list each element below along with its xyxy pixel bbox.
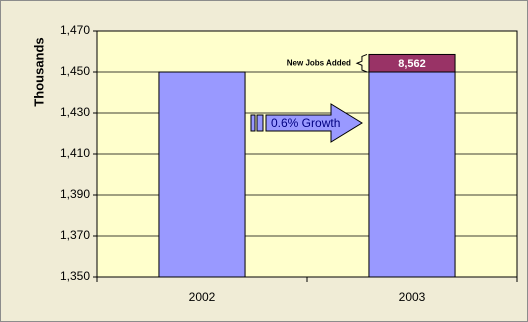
y-tick-label: 1,430 bbox=[60, 105, 90, 119]
y-tick-label: 1,450 bbox=[60, 64, 90, 78]
y-tick-label: 1,390 bbox=[60, 187, 90, 201]
y-tick-label: 1,470 bbox=[60, 23, 90, 37]
bar bbox=[158, 71, 246, 278]
arrow-tail bbox=[256, 114, 264, 132]
x-tick-label: 2002 bbox=[189, 290, 216, 304]
x-tick-label: 2003 bbox=[399, 290, 426, 304]
y-tick-label: 1,350 bbox=[60, 269, 90, 283]
bar bbox=[368, 71, 456, 278]
growth-arrow: 0.6% Growth bbox=[250, 103, 363, 143]
data-label: 8,562 bbox=[398, 58, 426, 70]
segment-name: New Jobs Added bbox=[287, 58, 351, 67]
y-axis-title: Thousands bbox=[31, 37, 46, 106]
y-tick-label: 1,370 bbox=[60, 228, 90, 242]
arrow-shape bbox=[265, 103, 363, 143]
y-tick-label: 1,410 bbox=[60, 146, 90, 160]
segment-bracket bbox=[355, 53, 368, 73]
arrow-tail bbox=[250, 114, 256, 132]
bar bbox=[368, 53, 456, 73]
growth-annotation: 0.6% Growth bbox=[271, 116, 340, 130]
